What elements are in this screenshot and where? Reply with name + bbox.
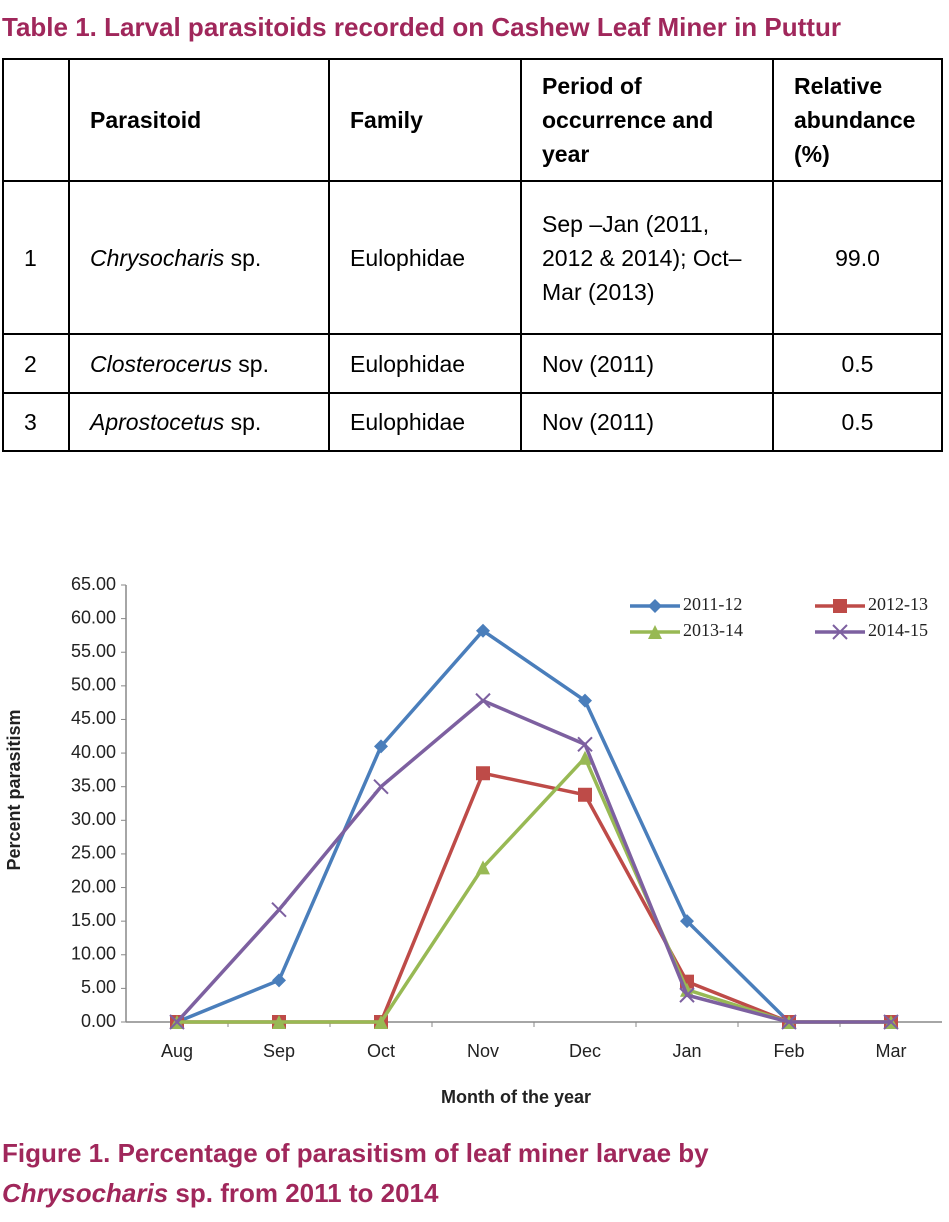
header-cell: Period of occurrence and year xyxy=(520,58,774,182)
y-tick-label: 10.00 xyxy=(71,944,116,964)
cell: 3 xyxy=(2,392,70,452)
legend-label: 2014-15 xyxy=(868,620,928,640)
data-point xyxy=(578,693,592,708)
data-point xyxy=(476,623,490,638)
x-tick-label: Oct xyxy=(367,1041,395,1061)
data-point xyxy=(578,787,592,802)
data-point xyxy=(883,1014,899,1030)
genus: Chrysocharis xyxy=(2,1178,169,1208)
data-point xyxy=(373,778,389,795)
legend-label: 2011-12 xyxy=(683,594,742,614)
legend-label: 2013-14 xyxy=(683,620,743,640)
y-tick-label: 30.00 xyxy=(71,809,116,829)
suffix: sp. xyxy=(238,350,269,377)
data-point xyxy=(578,750,592,765)
y-axis-title: Percent parasitism xyxy=(4,709,24,870)
data-point xyxy=(476,766,490,781)
legend-label: 2012-13 xyxy=(868,594,928,614)
y-tick-label: 0.00 xyxy=(81,1011,116,1031)
y-tick-label: 20.00 xyxy=(71,876,116,896)
data-point xyxy=(781,1014,797,1030)
y-tick-label: 60.00 xyxy=(71,607,116,627)
x-tick-label: Nov xyxy=(467,1041,499,1061)
x-tick-label: Jan xyxy=(672,1041,701,1061)
cell: 2 xyxy=(2,333,70,394)
cell: Nov (2011) xyxy=(520,333,774,394)
legend-marker xyxy=(648,599,662,613)
y-tick-label: 5.00 xyxy=(81,977,116,997)
series-line xyxy=(176,628,791,1024)
cell: Eulophidae xyxy=(328,392,522,452)
y-tick-label: 15.00 xyxy=(71,910,116,930)
data-point xyxy=(476,860,490,875)
cell: 99.0 xyxy=(772,180,943,335)
data-point xyxy=(680,914,694,929)
cell: Closterocerus sp. xyxy=(68,333,330,394)
data-point xyxy=(475,692,491,709)
data-point xyxy=(272,1015,286,1029)
data-point xyxy=(577,736,593,753)
cell: 1 xyxy=(2,180,70,335)
series-line xyxy=(177,754,891,1024)
data-point xyxy=(374,739,388,754)
cell: 0.5 xyxy=(772,392,943,452)
suffix: sp. xyxy=(230,244,262,271)
data-point xyxy=(680,982,694,997)
cell: Chrysocharis sp. xyxy=(68,180,330,335)
data-point xyxy=(374,1015,388,1029)
genus: Closterocerus xyxy=(90,350,232,377)
series-line xyxy=(175,698,891,1024)
cell: 0.5 xyxy=(772,333,943,394)
x-tick-label: Aug xyxy=(161,1041,193,1061)
y-tick-label: 55.00 xyxy=(71,641,116,661)
suffix: sp. xyxy=(230,409,262,435)
data-point xyxy=(272,973,286,988)
y-tick-label: 40.00 xyxy=(71,742,116,762)
header-cell xyxy=(2,58,70,182)
data-point xyxy=(169,1014,185,1030)
cell: Eulophidae xyxy=(328,333,522,394)
cell: Nov (2011) xyxy=(520,392,774,452)
genus: Aprostocetus xyxy=(90,409,225,435)
x-tick-label: Feb xyxy=(773,1041,804,1061)
table: Parasitoid Family Period of occurrence a… xyxy=(2,58,943,452)
cell: Sep –Jan (2011, 2012 & 2014); Oct–Mar (2… xyxy=(520,180,774,335)
data-point xyxy=(271,902,287,918)
y-tick-label: 50.00 xyxy=(71,675,116,695)
y-tick-label: 65.00 xyxy=(71,574,116,594)
header-cell: Parasitoid xyxy=(68,58,330,182)
legend-marker xyxy=(833,599,847,613)
x-tick-label: Mar xyxy=(876,1041,907,1061)
genus: Chrysocharis xyxy=(90,244,225,271)
y-tick-label: 45.00 xyxy=(71,708,116,728)
y-tick-label: 35.00 xyxy=(71,775,116,795)
figure-caption: Figure 1. Percentage of parasitism of le… xyxy=(2,1138,709,1168)
cell: Eulophidae xyxy=(328,180,522,335)
header-cell: Relative abundance (%) xyxy=(772,58,943,182)
table-caption: Table 1. Larval parasitoids recorded on … xyxy=(2,12,841,42)
data-point xyxy=(679,987,695,1003)
x-tick-label: Dec xyxy=(569,1041,601,1061)
legend-marker xyxy=(648,625,662,639)
x-tick-label: Sep xyxy=(263,1041,295,1061)
legend-marker xyxy=(832,624,848,640)
y-tick-label: 25.00 xyxy=(71,843,116,863)
header-cell: Family xyxy=(328,58,522,182)
x-axis-title: Month of the year xyxy=(441,1087,591,1107)
caption-rest: sp. from 2011 to 2014 xyxy=(175,1178,439,1208)
figure-caption: Chrysocharis sp. from 2011 to 2014 xyxy=(2,1178,438,1209)
cell: Aprostocetus sp. xyxy=(68,392,330,452)
